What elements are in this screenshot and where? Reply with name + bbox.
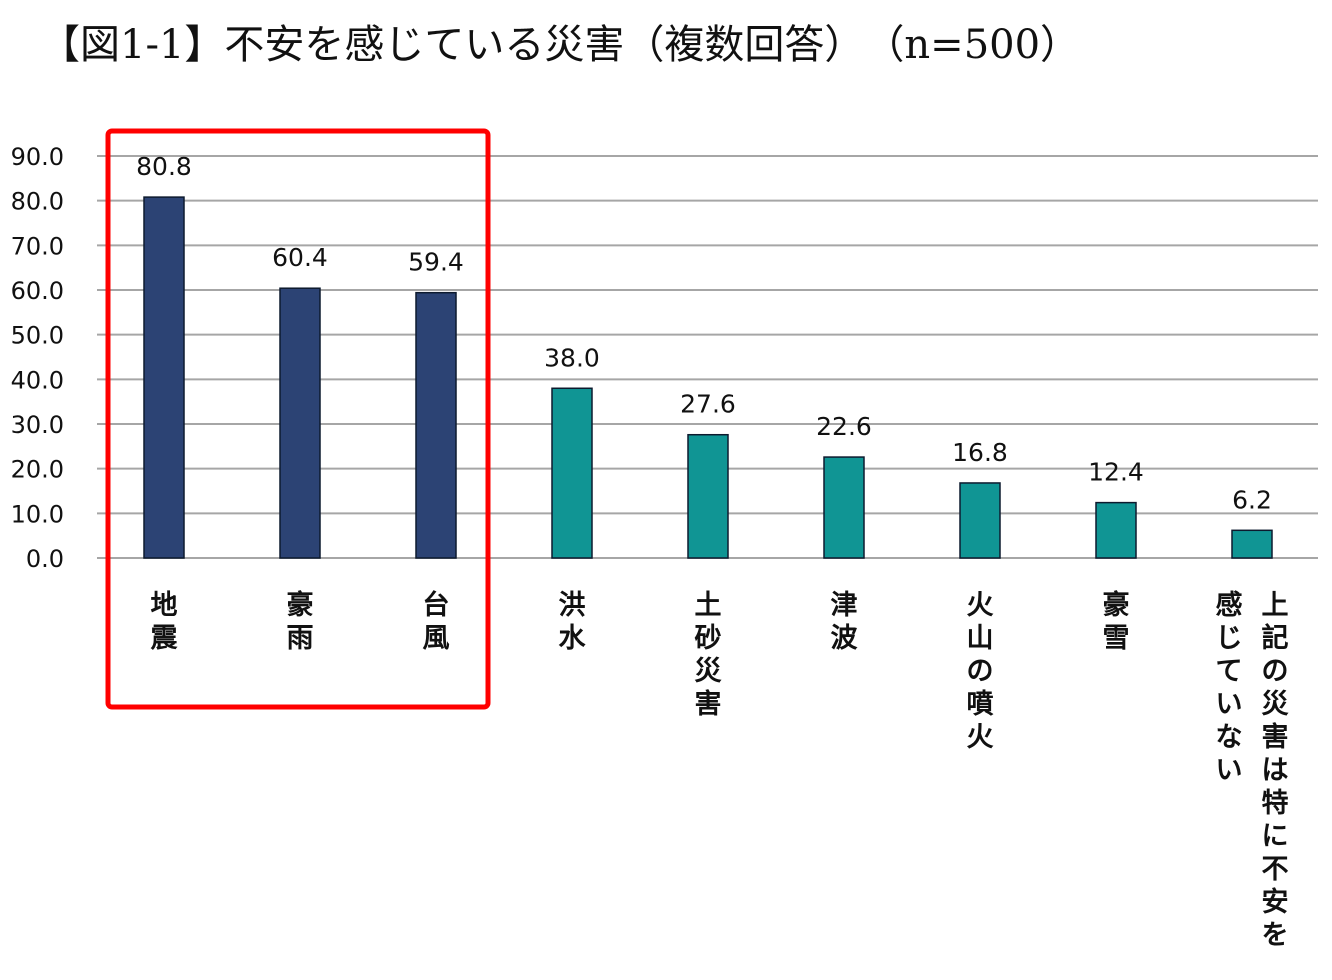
highlight-box	[105, 128, 491, 710]
category-label: 豪雪	[1103, 589, 1130, 654]
bar	[1095, 501, 1137, 559]
category-label: 台風	[423, 589, 450, 654]
bar	[415, 291, 457, 559]
data-label: 80.8	[136, 152, 192, 181]
chart-title: 【図1-1】不安を感じている災害（複数回答） （n=500）	[40, 22, 1081, 68]
y-tick-label: 50.0	[11, 322, 64, 350]
data-labels: 80.8 60.4 59.4 38.0 27.6 22.6 16.8 12.4 6.2	[136, 152, 1272, 514]
bar	[959, 482, 1001, 559]
data-label: 27.6	[680, 390, 736, 419]
y-tick-label: 40.0	[11, 366, 64, 394]
data-label: 16.8	[952, 438, 1008, 467]
category-label: 津波	[831, 590, 859, 654]
data-label: 59.4	[408, 248, 464, 277]
y-tick-label: 0.0	[26, 545, 64, 573]
bar	[551, 387, 593, 559]
y-tick-label: 80.0	[11, 188, 64, 216]
y-tick-label: 20.0	[11, 456, 64, 484]
bar	[687, 433, 729, 559]
y-tick-label: 10.0	[11, 500, 64, 528]
category-label: 上記の災害は特に不安を	[1262, 590, 1290, 951]
data-label: 12.4	[1088, 458, 1144, 487]
y-tick-label: 90.0	[11, 143, 64, 171]
data-label: 60.4	[272, 243, 328, 272]
category-label: 洪水	[559, 590, 587, 654]
bar	[279, 287, 321, 559]
category-label: 地震	[151, 590, 179, 654]
category-label: 火山の噴火	[967, 590, 994, 753]
data-label: 22.6	[816, 412, 872, 441]
y-tick-label: 30.0	[11, 411, 64, 439]
category-label: 土砂災害	[695, 590, 723, 720]
y-axis-ticks: 0.0 10.0 20.0 30.0 40.0 50.0 60.0 70.0 80.0 90.0	[11, 143, 64, 573]
y-tick-label: 60.0	[11, 277, 64, 305]
data-label: 6.2	[1232, 485, 1272, 514]
category-label: 豪雨	[287, 589, 314, 654]
data-label: 38.0	[544, 343, 600, 372]
bar	[1231, 529, 1273, 559]
bars	[143, 196, 1273, 559]
bar	[823, 456, 865, 559]
bar	[143, 196, 185, 559]
category-label: 感じていない	[1216, 589, 1243, 786]
y-tick-label: 70.0	[11, 232, 64, 260]
